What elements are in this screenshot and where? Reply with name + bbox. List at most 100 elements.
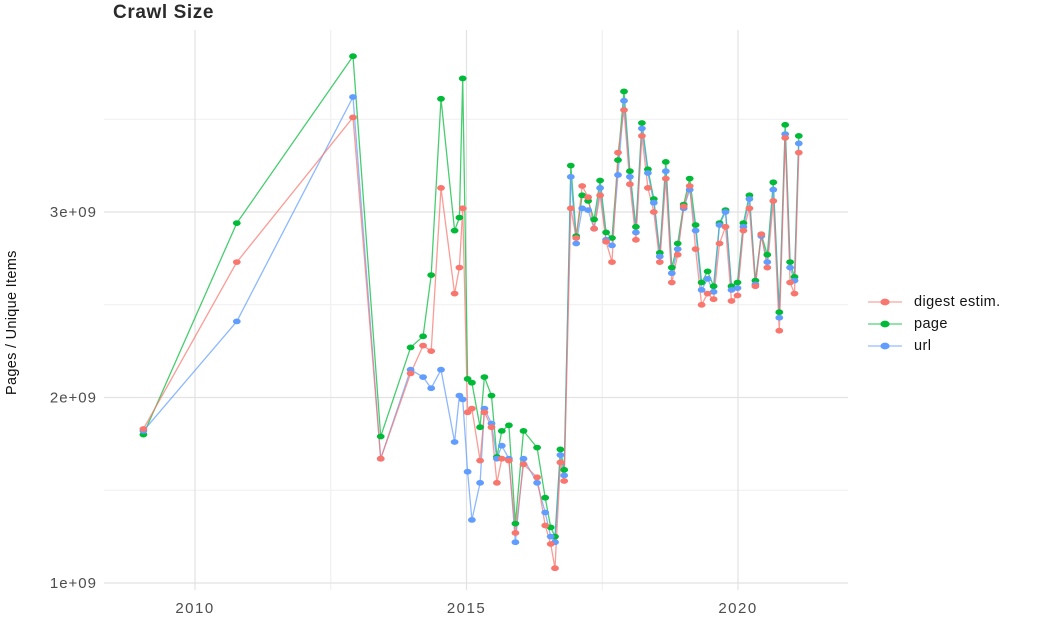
data-point-digest-estim- <box>556 459 565 466</box>
data-point-url <box>546 533 555 540</box>
legend-item-page: page <box>866 313 1001 335</box>
data-point-page <box>775 309 784 316</box>
data-point-digest-estim- <box>458 205 467 212</box>
data-point-url <box>608 242 616 249</box>
data-point-url <box>541 509 550 516</box>
data-point-page <box>769 179 778 186</box>
data-point-url <box>458 396 467 403</box>
data-point-url <box>661 168 670 175</box>
data-point-digest-estim- <box>487 424 496 431</box>
data-point-digest-estim- <box>626 181 634 188</box>
data-point-digest-estim- <box>468 405 476 412</box>
data-point-digest-estim- <box>493 479 501 486</box>
data-point-digest-estim- <box>349 114 357 121</box>
data-point-url <box>632 229 640 236</box>
data-point-url <box>511 539 520 546</box>
data-point-url <box>644 170 652 176</box>
data-point-url <box>519 455 528 462</box>
data-point-digest-estim- <box>649 209 658 215</box>
data-point-page <box>626 168 634 175</box>
data-point-digest-estim- <box>608 259 616 265</box>
data-point-page <box>427 272 436 278</box>
data-point-page <box>608 235 616 241</box>
data-point-url <box>655 253 664 260</box>
data-point-digest-estim- <box>661 175 670 182</box>
data-point-digest-estim- <box>703 290 712 297</box>
data-point-url <box>763 259 772 265</box>
data-point-url <box>775 314 784 321</box>
data-point-page <box>533 444 541 451</box>
data-point-digest-estim- <box>139 426 148 432</box>
x-tick-label: 2015 <box>447 600 486 617</box>
data-point-page <box>519 428 528 434</box>
data-point-url <box>691 227 700 234</box>
data-point-page <box>786 259 794 265</box>
data-point-page <box>632 223 640 230</box>
data-point-digest-estim- <box>546 541 555 547</box>
data-point-page <box>476 424 484 431</box>
y-axis-title: Pages / Unique Items <box>4 250 20 395</box>
data-point-page <box>578 192 587 199</box>
legend-key-dot <box>880 298 890 306</box>
data-point-url <box>794 140 803 147</box>
data-point-digest-estim- <box>632 236 640 243</box>
legend-label: digest estim. <box>914 294 1001 310</box>
data-point-page <box>590 216 598 223</box>
data-point-digest-estim- <box>614 149 622 156</box>
data-point-digest-estim- <box>533 474 541 481</box>
data-point-url <box>463 468 472 475</box>
data-point-url <box>733 285 742 291</box>
data-point-url <box>476 479 484 486</box>
data-point-digest-estim- <box>572 235 581 241</box>
data-point-url <box>556 452 565 458</box>
legend-item-url: url <box>866 335 1001 357</box>
data-point-digest-estim- <box>745 205 754 212</box>
data-point-url <box>497 442 506 449</box>
data-point-page <box>602 229 610 236</box>
data-point-page <box>450 227 459 234</box>
data-point-digest-estim- <box>733 292 742 299</box>
data-point-url <box>596 185 604 191</box>
data-point-digest-estim- <box>620 107 628 113</box>
data-point-page <box>463 376 472 382</box>
legend-label: url <box>914 338 932 354</box>
data-point-url <box>786 264 794 271</box>
data-point-page <box>703 268 712 275</box>
legend: digest estim. page url <box>866 291 1001 357</box>
data-point-digest-estim- <box>673 251 682 258</box>
data-point-digest-estim- <box>551 565 559 572</box>
data-point-url <box>232 318 241 325</box>
y-tick-label: 2e+09 <box>50 390 97 407</box>
data-point-url <box>673 246 682 253</box>
data-point-digest-estim- <box>697 301 706 308</box>
data-point-page <box>232 220 241 227</box>
y-tick-label: 3e+09 <box>50 204 97 221</box>
data-point-url <box>626 173 634 180</box>
series-line-url <box>142 96 800 543</box>
data-point-url <box>769 186 778 193</box>
data-point-digest-estim- <box>685 183 694 189</box>
data-point-page <box>596 177 604 184</box>
data-point-page <box>763 251 772 258</box>
data-point-digest-estim- <box>794 149 803 156</box>
data-point-digest-estim- <box>790 290 799 297</box>
data-point-page <box>437 95 445 102</box>
data-point-digest-estim- <box>450 290 459 297</box>
data-point-page <box>685 175 694 182</box>
data-point-digest-estim- <box>427 348 436 354</box>
y-tick-label: 1e+09 <box>50 575 97 592</box>
data-point-page <box>620 88 628 95</box>
data-point-digest-estim- <box>638 133 646 139</box>
data-point-page <box>638 120 646 126</box>
data-point-url <box>703 275 712 282</box>
legend-key-icon <box>868 342 902 350</box>
data-point-url <box>533 479 541 486</box>
legend-label: page <box>914 316 948 332</box>
data-point-page <box>560 466 569 473</box>
data-point-page <box>556 446 565 453</box>
legend-key-icon <box>868 298 902 306</box>
data-point-digest-estim- <box>560 478 569 484</box>
data-point-digest-estim- <box>437 185 445 191</box>
